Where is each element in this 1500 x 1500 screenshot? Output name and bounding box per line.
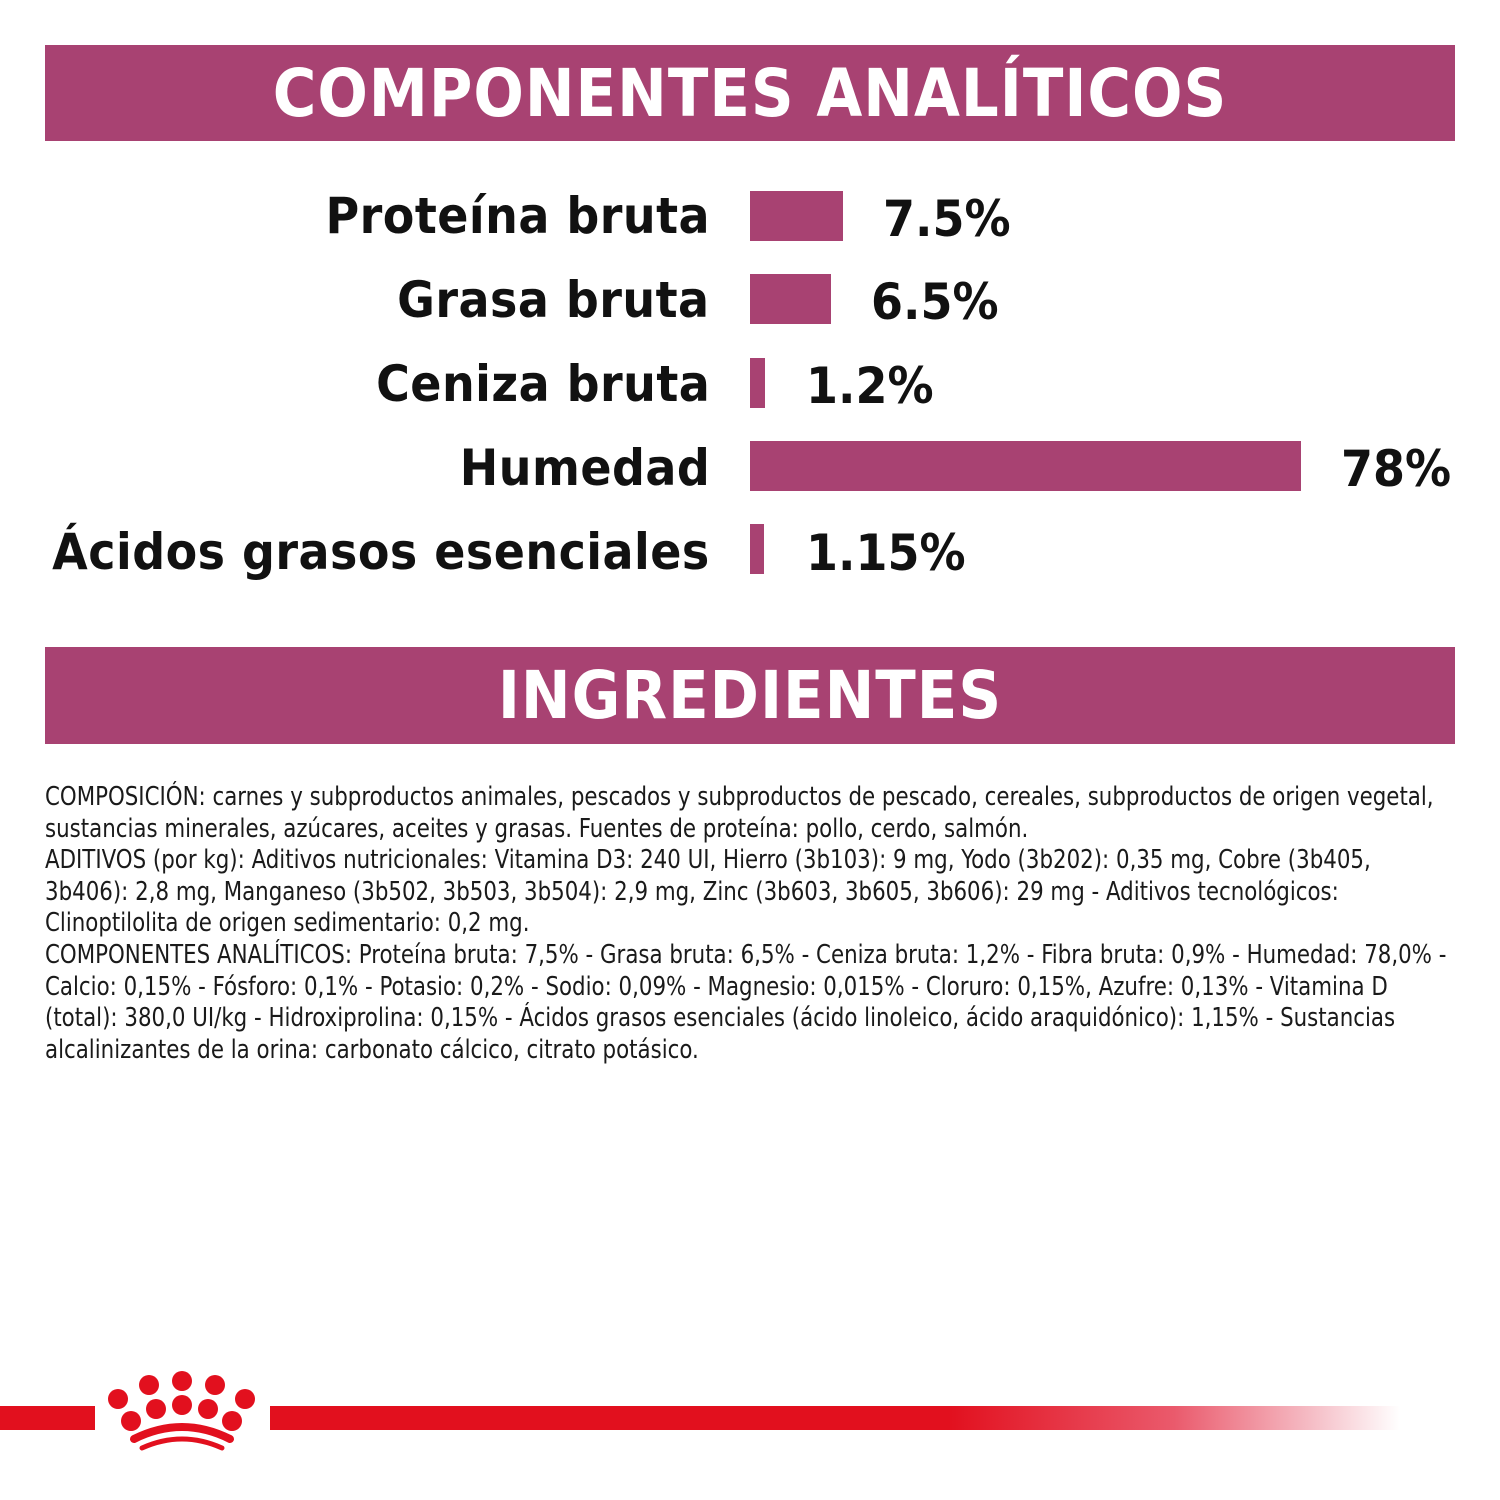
row-value: 1.2% — [806, 357, 934, 415]
analytics-title: COMPONENTES ANALÍTICOS — [272, 54, 1228, 132]
row-label: Proteína bruta — [325, 187, 710, 245]
bar — [750, 191, 843, 241]
footer-brand-line-right — [270, 1406, 1400, 1430]
analytics-section-header: COMPONENTES ANALÍTICOS — [45, 45, 1455, 141]
additives-paragraph: ADITIVOS (por kg): Aditivos nutricionale… — [45, 845, 1371, 939]
analytical-components-paragraph: COMPONENTES ANALÍTICOS: Proteína bruta: … — [45, 939, 1447, 1065]
bar — [750, 274, 831, 324]
composition-paragraph: COMPOSICIÓN: carnes y subproductos anima… — [45, 782, 1434, 844]
row-label: Humedad — [459, 439, 710, 497]
bar — [750, 524, 764, 574]
row-value: 6.5% — [871, 273, 999, 331]
bar — [750, 358, 765, 408]
row-value: 78% — [1341, 440, 1452, 498]
row-label: Ácidos grasos esenciales — [52, 523, 710, 581]
ingredients-section-header: INGREDIENTES — [45, 647, 1455, 744]
footer-brand-line-left — [0, 1406, 95, 1430]
bar — [750, 441, 1301, 491]
row-label: Ceniza bruta — [375, 355, 710, 413]
crown-icon — [108, 1371, 255, 1451]
row-label: Grasa bruta — [397, 271, 710, 329]
ingredients-title: INGREDIENTES — [497, 657, 1003, 734]
row-value: 1.15% — [806, 524, 966, 582]
row-value: 7.5% — [883, 190, 1011, 248]
ingredients-text: COMPOSICIÓN: carnes y subproductos anima… — [45, 782, 1459, 1066]
